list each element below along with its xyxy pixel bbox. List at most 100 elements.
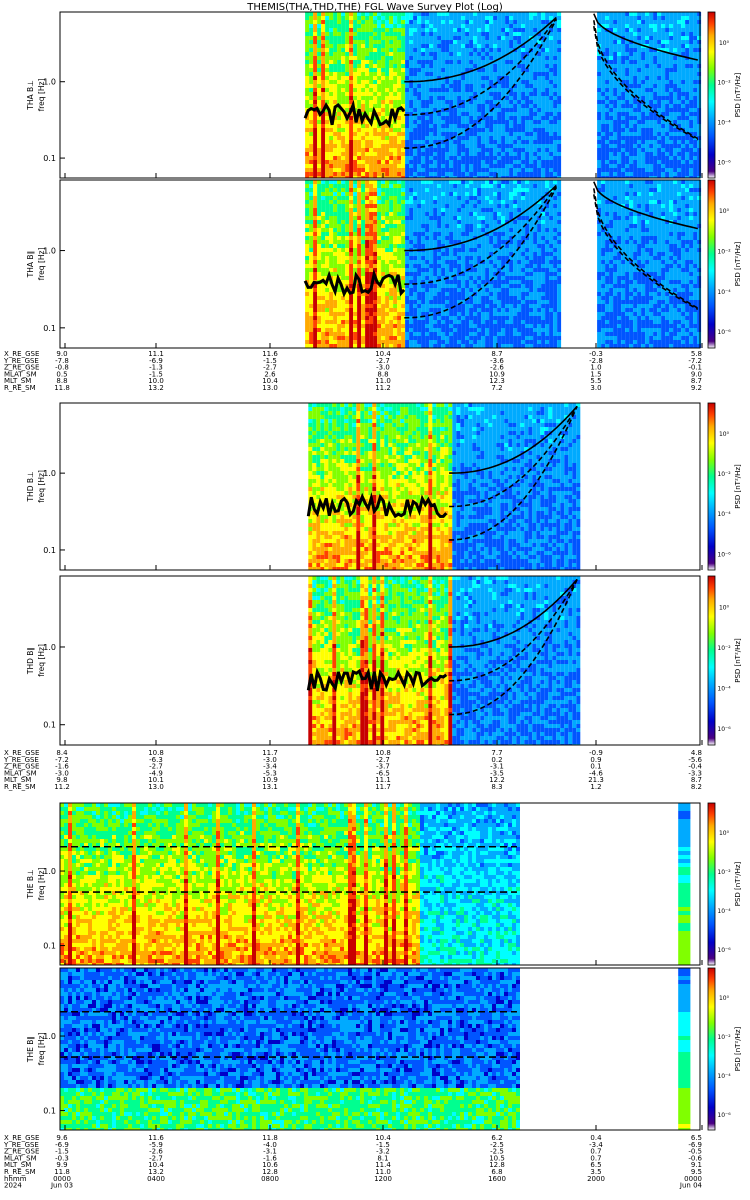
spectrogram-cell xyxy=(329,332,334,336)
spectrogram-cell xyxy=(529,40,534,44)
spectrogram-cell xyxy=(669,136,674,140)
spectrogram-cell xyxy=(413,164,418,168)
spectrogram-cell xyxy=(657,132,662,136)
spectrogram-cell xyxy=(537,76,542,80)
spectrogram-cell xyxy=(441,40,446,44)
spectrogram-cell xyxy=(425,164,430,168)
spectrogram-cell xyxy=(393,328,398,332)
spectrogram-cell xyxy=(321,248,326,252)
spectrogram-cell xyxy=(353,192,358,196)
spectrogram-cell xyxy=(353,256,358,260)
spectrogram-cell xyxy=(385,96,390,100)
spectrogram-cell xyxy=(537,108,542,112)
spectrogram-cell xyxy=(613,116,618,120)
spectrogram-cell xyxy=(513,164,518,168)
spectrogram-cell xyxy=(397,308,402,312)
spectrogram-cell xyxy=(397,228,402,232)
spectrogram-cell xyxy=(321,68,326,72)
spectrogram-cell xyxy=(633,92,638,96)
spectrogram-cell xyxy=(529,20,534,24)
spectrogram-cell xyxy=(389,232,394,236)
spectrogram-cell xyxy=(689,152,694,156)
spectrogram-cell xyxy=(501,88,506,92)
spectrogram-cell xyxy=(397,52,402,56)
spectrogram-cell xyxy=(665,64,670,68)
spectrogram-cell xyxy=(325,24,330,28)
spectrogram-cell xyxy=(405,92,410,96)
spectrogram-cell xyxy=(317,80,322,84)
spectrogram-cell xyxy=(305,164,310,168)
spectrogram-cell xyxy=(673,76,678,80)
spectrogram-cell xyxy=(469,52,474,56)
spectrogram-cell xyxy=(557,12,562,16)
spectrogram-cell xyxy=(465,176,470,178)
spectrogram-cell xyxy=(409,36,414,40)
spectrogram-cell xyxy=(669,16,674,20)
spectrogram-cell xyxy=(525,76,530,80)
spectrogram-cell xyxy=(357,224,362,228)
spectrogram-cell xyxy=(605,48,610,52)
spectrogram-cell xyxy=(597,76,602,80)
spectrogram-cell xyxy=(621,140,626,144)
spectrogram-cell xyxy=(413,296,418,300)
spectrogram-cell xyxy=(325,340,330,344)
spectrogram-cell xyxy=(433,84,438,88)
spectrogram-cell xyxy=(401,188,406,192)
spectrogram-cell xyxy=(597,92,602,96)
spectrogram-cell xyxy=(429,36,434,40)
spectrogram-cell xyxy=(669,108,674,112)
spectrogram-cell xyxy=(661,12,666,16)
spectrogram-cell xyxy=(557,52,562,56)
spectrogram-cell xyxy=(609,32,614,36)
spectrogram-cell xyxy=(633,32,638,36)
spectrogram-cell xyxy=(697,96,702,100)
spectrogram-cell xyxy=(473,136,478,140)
spectrogram-cell xyxy=(697,124,702,128)
spectrogram-cell xyxy=(417,72,422,76)
spectrogram-cell xyxy=(665,108,670,112)
spectrogram-cell xyxy=(689,48,694,52)
spectrogram-cell xyxy=(381,332,386,336)
spectrogram-cell xyxy=(473,152,478,156)
spectrogram-cell xyxy=(537,52,542,56)
spectrogram-cell xyxy=(377,48,382,52)
spectrogram-cell xyxy=(305,56,310,60)
spectrogram-cell xyxy=(629,48,634,52)
spectrogram-cell xyxy=(361,184,366,188)
spectrogram-cell xyxy=(453,52,458,56)
spectrogram-cell xyxy=(305,240,310,244)
spectrogram-cell xyxy=(337,80,342,84)
spectrogram-cell xyxy=(429,72,434,76)
spectrogram-cell xyxy=(321,88,326,92)
spectrogram-cell xyxy=(669,172,674,176)
spectrogram-cell xyxy=(357,124,362,128)
spectrogram-cell xyxy=(457,176,462,178)
spectrogram-cell xyxy=(625,16,630,20)
spectrogram-cell xyxy=(693,12,698,16)
spectrogram-cell xyxy=(341,312,346,316)
spectrogram-cell xyxy=(469,136,474,140)
spectrogram-cell xyxy=(517,112,522,116)
spectrogram-cell xyxy=(361,164,366,168)
spectrogram-cell xyxy=(481,20,486,24)
spectrogram-cell xyxy=(381,92,386,96)
spectrogram-cell xyxy=(533,40,538,44)
spectrogram-cell xyxy=(473,124,478,128)
spectrogram-cell xyxy=(661,168,666,172)
spectrogram-cell xyxy=(689,104,694,108)
spectrogram-cell xyxy=(409,332,414,336)
spectrogram-cell xyxy=(381,316,386,320)
spectrogram-cell xyxy=(377,336,382,340)
spectrogram-cell xyxy=(317,88,322,92)
spectrogram-cell xyxy=(397,324,402,328)
spectrogram-cell xyxy=(481,140,486,144)
spectrogram-cell xyxy=(537,72,542,76)
spectrogram-cell xyxy=(321,228,326,232)
spectrogram-cell xyxy=(365,344,370,348)
spectrogram-cell xyxy=(317,224,322,228)
spectrogram-cell xyxy=(677,56,682,60)
spectrogram-cell xyxy=(385,16,390,20)
spectrogram-cell xyxy=(681,68,686,72)
spectrogram-cell xyxy=(369,220,374,224)
spectrogram-cell xyxy=(645,160,650,164)
